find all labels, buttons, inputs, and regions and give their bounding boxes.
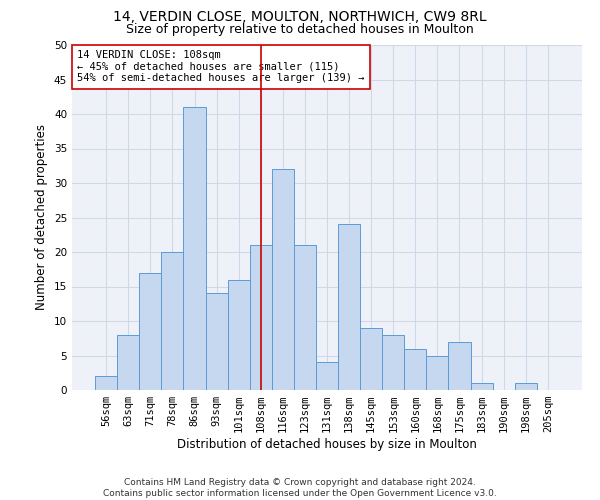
Bar — [427, 356, 448, 390]
Bar — [95, 376, 117, 390]
Bar — [338, 224, 360, 390]
Bar — [250, 245, 272, 390]
Text: 14, VERDIN CLOSE, MOULTON, NORTHWICH, CW9 8RL: 14, VERDIN CLOSE, MOULTON, NORTHWICH, CW… — [113, 10, 487, 24]
Bar — [470, 383, 493, 390]
Bar — [206, 294, 227, 390]
Bar — [448, 342, 470, 390]
Bar — [360, 328, 382, 390]
Bar — [382, 335, 404, 390]
Text: 14 VERDIN CLOSE: 108sqm
← 45% of detached houses are smaller (115)
54% of semi-d: 14 VERDIN CLOSE: 108sqm ← 45% of detache… — [77, 50, 365, 84]
Bar — [294, 245, 316, 390]
Bar — [515, 383, 537, 390]
Bar — [161, 252, 184, 390]
Bar — [316, 362, 338, 390]
Text: Contains HM Land Registry data © Crown copyright and database right 2024.
Contai: Contains HM Land Registry data © Crown c… — [103, 478, 497, 498]
Bar — [272, 169, 294, 390]
Y-axis label: Number of detached properties: Number of detached properties — [35, 124, 49, 310]
Bar — [404, 348, 427, 390]
X-axis label: Distribution of detached houses by size in Moulton: Distribution of detached houses by size … — [177, 438, 477, 451]
Bar — [139, 272, 161, 390]
Text: Size of property relative to detached houses in Moulton: Size of property relative to detached ho… — [126, 22, 474, 36]
Bar — [117, 335, 139, 390]
Bar — [184, 107, 206, 390]
Bar — [227, 280, 250, 390]
